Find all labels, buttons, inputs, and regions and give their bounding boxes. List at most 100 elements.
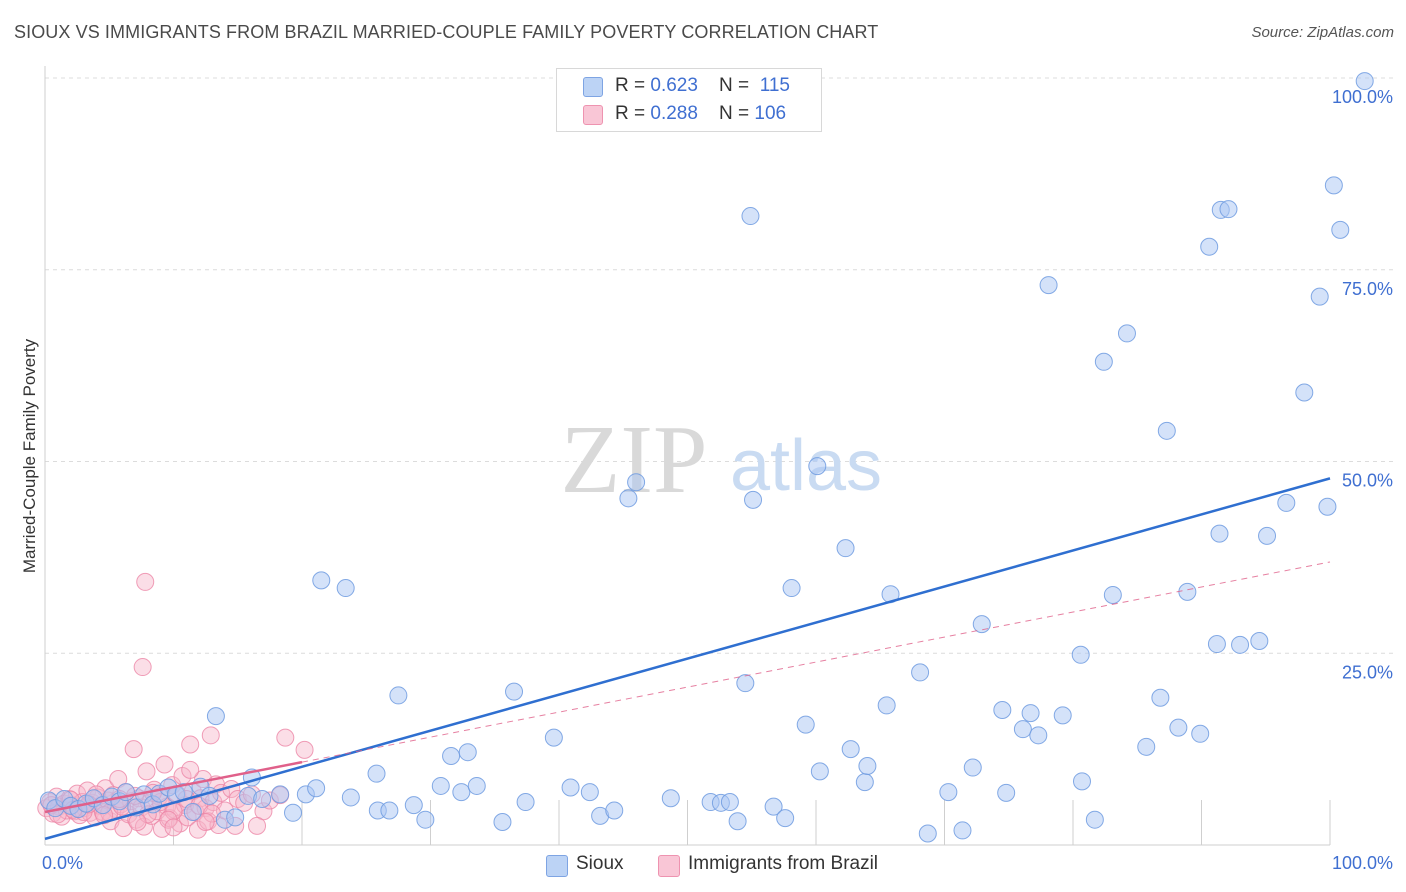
- sioux-point: [911, 663, 930, 682]
- sioux-point: [452, 783, 471, 802]
- sioux-point: [226, 808, 245, 827]
- brazil-point: [124, 740, 143, 759]
- sioux-point: [1191, 724, 1210, 743]
- sioux-point: [776, 809, 795, 828]
- sioux-point: [253, 789, 272, 808]
- brazil-legend-swatch: [658, 855, 680, 877]
- sioux-point: [1103, 585, 1122, 604]
- sioux-point: [389, 686, 408, 705]
- sioux-point: [1094, 352, 1113, 371]
- sioux-point: [855, 773, 874, 792]
- sioux-point: [442, 747, 461, 766]
- sioux-legend-label: Sioux: [576, 853, 624, 874]
- sioux-point: [782, 579, 801, 598]
- sioux-point: [1137, 737, 1156, 756]
- sioux-point: [741, 207, 760, 226]
- sioux-legend-swatch: [546, 855, 568, 877]
- sioux-point: [728, 812, 747, 831]
- brazil-point: [276, 728, 295, 747]
- sioux-point: [1219, 200, 1238, 219]
- brazil-point: [295, 740, 314, 759]
- brazil-point: [137, 762, 156, 781]
- brazil-legend-label: Immigrants from Brazil: [688, 853, 879, 874]
- sioux-point: [993, 701, 1012, 720]
- sioux-point: [661, 789, 680, 808]
- sioux-swatch: [583, 77, 603, 97]
- sioux-point: [544, 728, 563, 747]
- sioux-point: [1210, 524, 1229, 543]
- sioux-point: [1013, 720, 1032, 739]
- sioux-point: [1039, 276, 1058, 295]
- brazil-point: [133, 658, 152, 677]
- sioux-point: [404, 796, 423, 815]
- sioux-point: [1207, 635, 1226, 654]
- sioux-point: [1053, 706, 1072, 725]
- n-label: N =: [719, 103, 755, 124]
- sioux-point: [1355, 72, 1374, 91]
- brazil-point: [196, 812, 215, 831]
- sioux-point: [939, 783, 958, 802]
- sioux-point: [953, 821, 972, 840]
- brazil-point: [248, 816, 267, 835]
- brazil-point: [155, 755, 174, 774]
- sioux-point: [605, 801, 624, 820]
- sioux-point: [183, 803, 202, 822]
- sioux-point: [1295, 383, 1314, 402]
- y-tick-label-75: 75.0%: [1342, 279, 1393, 299]
- r-label: R =: [615, 75, 651, 96]
- sioux-point: [1258, 526, 1277, 545]
- sioux-point: [841, 740, 860, 759]
- sioux-point: [1029, 726, 1048, 745]
- sioux-point: [206, 707, 225, 726]
- brazil-swatch: [583, 105, 603, 125]
- r-label: R =: [615, 103, 651, 124]
- sioux-point: [1021, 704, 1040, 723]
- sioux-point: [627, 473, 646, 492]
- sioux-point: [561, 778, 580, 797]
- sioux-point: [416, 810, 435, 829]
- sioux-point: [720, 793, 739, 812]
- sioux-point: [505, 682, 524, 701]
- sioux-point: [284, 803, 303, 822]
- sioux-point: [963, 758, 982, 777]
- sioux-point: [580, 783, 599, 802]
- sioux-point: [619, 489, 638, 508]
- y-tick-label-50: 50.0%: [1342, 471, 1393, 491]
- brazil-point: [181, 760, 200, 779]
- sioux-point: [458, 743, 477, 762]
- sioux-point: [1331, 220, 1350, 239]
- correlation-legend: R = 0.623 N = 115 R = 0.288 N = 106: [556, 68, 822, 132]
- sioux-point: [744, 490, 763, 509]
- sioux-point: [1178, 582, 1197, 601]
- sioux-point: [1310, 287, 1329, 306]
- sioux-point: [1277, 493, 1296, 512]
- sioux-point: [341, 788, 360, 807]
- y-tick-label-25: 25.0%: [1342, 662, 1393, 682]
- sioux-point: [1085, 810, 1104, 829]
- brazil-point: [164, 818, 183, 837]
- y-tick-label-100: 100.0%: [1332, 87, 1393, 107]
- sioux-point: [858, 756, 877, 775]
- sioux-point: [1072, 772, 1091, 791]
- sioux-point: [764, 797, 783, 816]
- x-tick-label-min: 0.0%: [42, 853, 83, 873]
- brazil-point: [181, 735, 200, 754]
- sioux-point: [808, 457, 827, 476]
- sioux-point: [1200, 237, 1219, 256]
- sioux-point: [516, 793, 535, 812]
- series-legend: Sioux Immigrants from Brazil: [0, 852, 1406, 878]
- sioux-point: [467, 776, 486, 795]
- brazil-point: [136, 572, 155, 591]
- series-sioux-points: [39, 72, 1374, 843]
- sioux-point: [271, 785, 290, 804]
- axes: [44, 66, 1330, 846]
- r-value: 0.288: [650, 103, 698, 124]
- sioux-point: [1117, 324, 1136, 343]
- sioux-point: [836, 539, 855, 558]
- sioux-point: [380, 801, 399, 820]
- sioux-point: [972, 615, 991, 634]
- brazil-trend-line-dashed: [301, 561, 1331, 763]
- sioux-trend-line: [44, 477, 1331, 841]
- r-value: 0.623: [650, 75, 698, 96]
